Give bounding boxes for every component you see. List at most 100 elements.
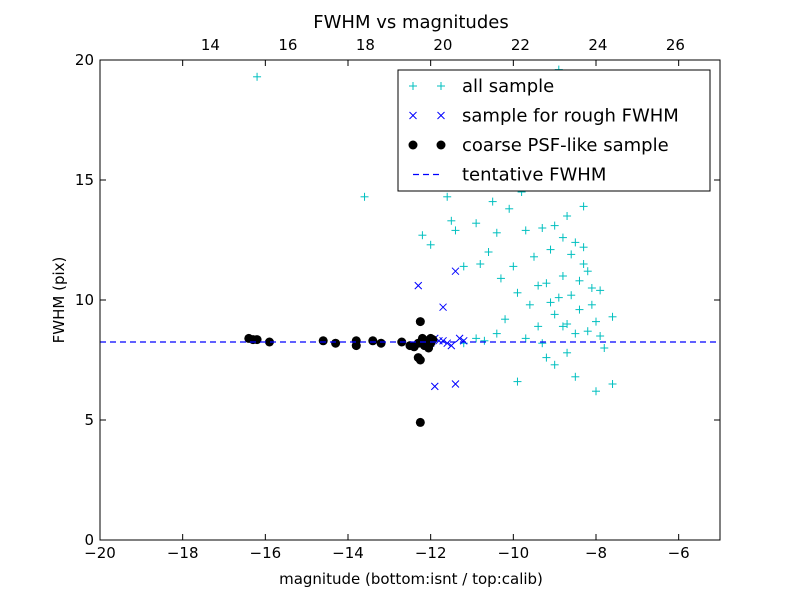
data-point [419,341,429,351]
data-point [521,334,530,343]
data-point [480,336,489,345]
legend-swatch [437,111,445,120]
top-x-tick-label: 22 [511,36,530,54]
data-point [472,334,481,343]
legend-box [397,69,711,192]
legend-entry-3: tentative FWHM [413,165,606,186]
data-point [608,312,617,321]
data-point [501,315,510,324]
data-point [351,341,361,351]
data-point [360,192,369,201]
data-point [409,342,419,352]
data-point [579,243,588,252]
data-point [513,377,522,386]
data-point [558,322,567,331]
x-tick-label: −8 [585,544,607,562]
data-point [575,305,584,314]
data-point [550,221,559,230]
y-tick-label: 20 [75,51,94,69]
data-point [430,382,439,391]
data-point [567,250,576,259]
data-point [525,300,534,309]
data-point [587,284,596,292]
top-x-tick-label: 26 [666,36,685,54]
data-point [415,417,425,427]
data-point [492,329,501,338]
data-point [575,276,584,285]
data-point [331,338,341,348]
data-point [368,336,378,346]
data-point [484,248,493,256]
data-point [550,310,559,319]
legend-swatch [409,82,417,90]
data-point [472,219,481,228]
data-point [542,353,551,362]
data-point [558,272,567,280]
legend-entry-1: sample for rough FWHM [409,106,679,127]
chart-title: FWHM vs magnitudes [313,12,508,33]
data-point [264,337,274,347]
data-point [426,240,435,249]
data-point [443,192,452,201]
top-x-tick-label: 24 [588,36,607,54]
x-tick-label: −16 [250,544,282,562]
top-x-tick-label: 20 [433,36,452,54]
legend-label: tentative FWHM [462,165,606,186]
data-point [476,260,485,268]
legend-swatch [409,111,417,120]
data-point [542,279,551,288]
series-2 [244,317,438,427]
x-tick-label: −14 [332,544,364,562]
data-point [596,332,605,340]
data-point [546,245,555,254]
x-axis-label: magnitude (bottom:isnt / top:calib) [279,570,543,588]
legend-label: all sample [462,76,554,97]
legend-entry-2: coarse PSF-like sample [408,135,669,156]
data-point [318,336,328,346]
data-point [538,224,547,232]
top-x-tick-label: 16 [278,36,297,54]
data-point [451,267,460,276]
data-point [567,291,576,300]
data-point [546,298,555,307]
legend: all sample sample for rough FWHM coarse PS… [397,69,711,192]
legend-entry-0: all sample [409,76,554,97]
data-point [583,267,592,276]
data-point [579,202,588,211]
legend-swatch [408,140,418,150]
data-point [252,335,262,345]
data-point [592,387,600,396]
data-point [513,288,522,297]
x-tick-label: −18 [167,544,199,562]
axes: −20 −18 −16 −14 −12 −10 −8 −6 14 16 18 20 22 24 26 0 5 10… [75,36,720,562]
data-point [415,355,425,365]
data-point [451,226,460,235]
data-point [415,317,425,327]
data-point [376,338,386,348]
data-point [600,344,609,352]
legend-label: coarse PSF-like sample [462,135,669,156]
data-point [253,72,262,81]
x-tick-label: −12 [415,544,447,562]
data-point [428,335,438,345]
data-point [492,228,501,237]
data-point [596,286,605,295]
y-tick-label: 10 [75,291,94,309]
top-x-tick-label: 14 [201,36,220,54]
data-point [439,336,447,345]
data-point [505,204,514,213]
data-point [496,274,505,283]
data-point [530,252,538,261]
data-point [550,360,559,369]
y-tick-label: 5 [84,411,94,429]
y-tick-label: 15 [75,171,94,189]
data-point [447,216,456,225]
data-point [579,260,588,268]
data-point [418,231,427,240]
data-point [509,262,518,271]
data-point [439,303,447,312]
data-point [521,226,530,235]
data-point [554,293,563,302]
data-point [538,339,547,348]
y-axis-label: FWHM (pix) [50,257,68,344]
